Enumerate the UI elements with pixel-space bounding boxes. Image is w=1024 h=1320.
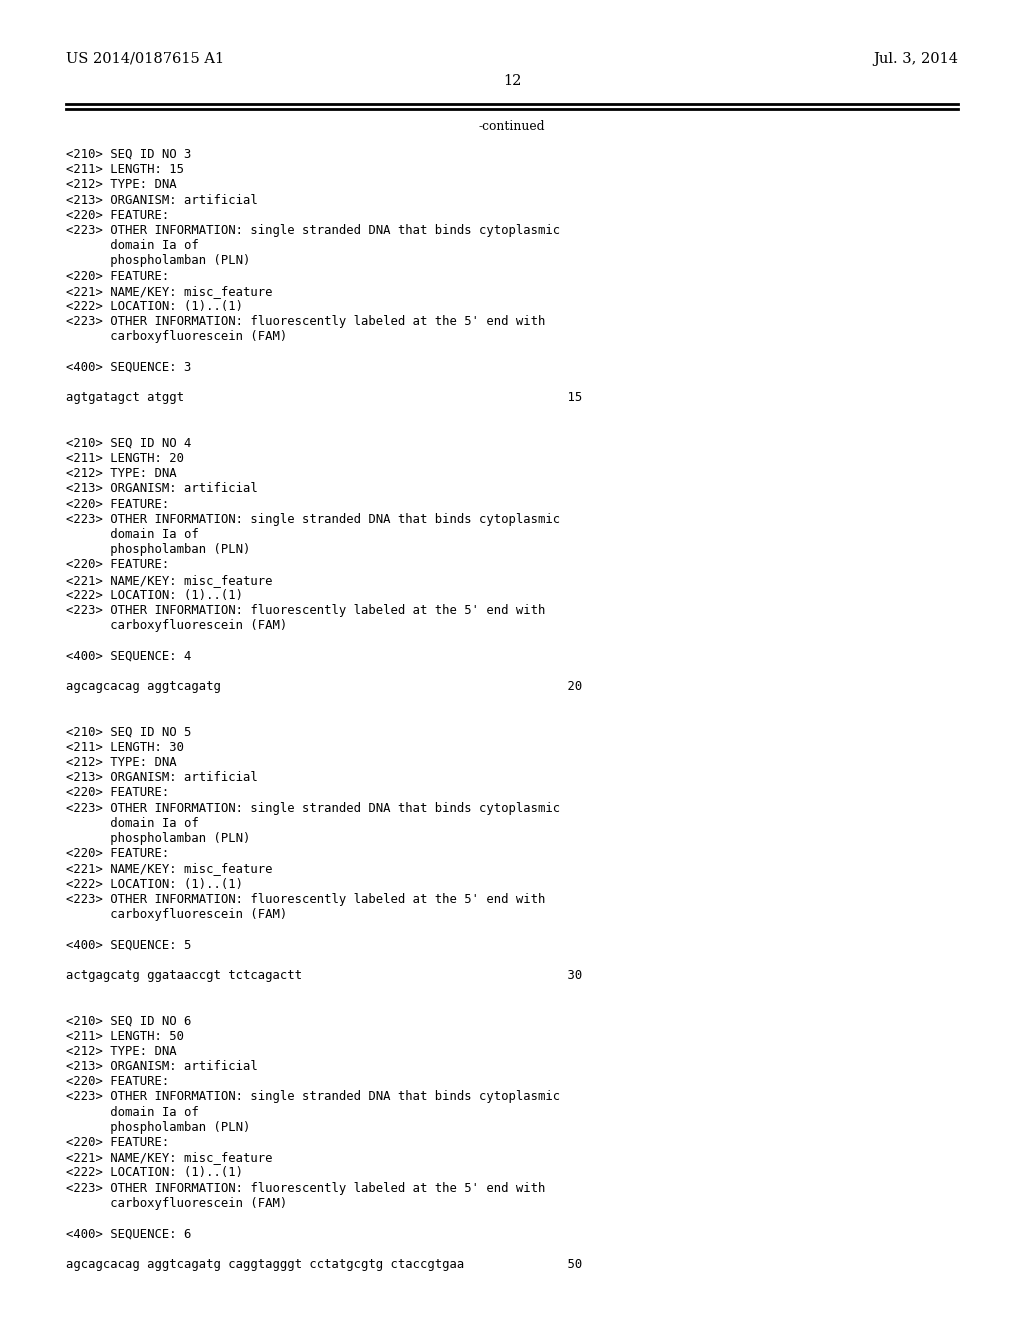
- Text: <213> ORGANISM: artificial: <213> ORGANISM: artificial: [66, 1060, 258, 1073]
- Text: phospholamban (PLN): phospholamban (PLN): [66, 832, 251, 845]
- Text: <222> LOCATION: (1)..(1): <222> LOCATION: (1)..(1): [66, 589, 243, 602]
- Text: <400> SEQUENCE: 6: <400> SEQUENCE: 6: [66, 1228, 191, 1241]
- Text: actgagcatg ggataaccgt tctcagactt                                    30: actgagcatg ggataaccgt tctcagactt 30: [66, 969, 583, 982]
- Text: <220> FEATURE:: <220> FEATURE:: [66, 269, 169, 282]
- Text: carboxyfluorescein (FAM): carboxyfluorescein (FAM): [66, 619, 288, 632]
- Text: US 2014/0187615 A1: US 2014/0187615 A1: [66, 51, 224, 66]
- Text: <212> TYPE: DNA: <212> TYPE: DNA: [66, 756, 176, 770]
- Text: domain Ia of: domain Ia of: [66, 1106, 199, 1118]
- Text: <220> FEATURE:: <220> FEATURE:: [66, 1137, 169, 1148]
- Text: 12: 12: [503, 74, 521, 88]
- Text: <400> SEQUENCE: 3: <400> SEQUENCE: 3: [66, 360, 191, 374]
- Text: <221> NAME/KEY: misc_feature: <221> NAME/KEY: misc_feature: [66, 285, 272, 298]
- Text: <210> SEQ ID NO 5: <210> SEQ ID NO 5: [66, 726, 191, 739]
- Text: <212> TYPE: DNA: <212> TYPE: DNA: [66, 467, 176, 480]
- Text: phospholamban (PLN): phospholamban (PLN): [66, 1121, 251, 1134]
- Text: carboxyfluorescein (FAM): carboxyfluorescein (FAM): [66, 330, 288, 343]
- Text: <212> TYPE: DNA: <212> TYPE: DNA: [66, 1045, 176, 1057]
- Text: <222> LOCATION: (1)..(1): <222> LOCATION: (1)..(1): [66, 300, 243, 313]
- Text: <223> OTHER INFORMATION: single stranded DNA that binds cytoplasmic: <223> OTHER INFORMATION: single stranded…: [66, 512, 560, 525]
- Text: <221> NAME/KEY: misc_feature: <221> NAME/KEY: misc_feature: [66, 862, 272, 875]
- Text: agtgatagct atggt                                                    15: agtgatagct atggt 15: [66, 391, 583, 404]
- Text: <221> NAME/KEY: misc_feature: <221> NAME/KEY: misc_feature: [66, 1151, 272, 1164]
- Text: <222> LOCATION: (1)..(1): <222> LOCATION: (1)..(1): [66, 878, 243, 891]
- Text: agcagcacag aggtcagatg caggtagggt cctatgcgtg ctaccgtgaa              50: agcagcacag aggtcagatg caggtagggt cctatgc…: [66, 1258, 583, 1271]
- Text: Jul. 3, 2014: Jul. 3, 2014: [873, 51, 958, 66]
- Text: domain Ia of: domain Ia of: [66, 528, 199, 541]
- Text: phospholamban (PLN): phospholamban (PLN): [66, 544, 251, 556]
- Text: <222> LOCATION: (1)..(1): <222> LOCATION: (1)..(1): [66, 1167, 243, 1179]
- Text: <223> OTHER INFORMATION: fluorescently labeled at the 5' end with: <223> OTHER INFORMATION: fluorescently l…: [66, 315, 546, 329]
- Text: <213> ORGANISM: artificial: <213> ORGANISM: artificial: [66, 194, 258, 207]
- Text: <211> LENGTH: 50: <211> LENGTH: 50: [66, 1030, 184, 1043]
- Text: <211> LENGTH: 30: <211> LENGTH: 30: [66, 741, 184, 754]
- Text: <223> OTHER INFORMATION: fluorescently labeled at the 5' end with: <223> OTHER INFORMATION: fluorescently l…: [66, 605, 546, 616]
- Text: domain Ia of: domain Ia of: [66, 239, 199, 252]
- Text: <213> ORGANISM: artificial: <213> ORGANISM: artificial: [66, 771, 258, 784]
- Text: <220> FEATURE:: <220> FEATURE:: [66, 1076, 169, 1088]
- Text: <210> SEQ ID NO 6: <210> SEQ ID NO 6: [66, 1014, 191, 1027]
- Text: domain Ia of: domain Ia of: [66, 817, 199, 830]
- Text: <400> SEQUENCE: 4: <400> SEQUENCE: 4: [66, 649, 191, 663]
- Text: carboxyfluorescein (FAM): carboxyfluorescein (FAM): [66, 908, 288, 921]
- Text: agcagcacag aggtcagatg                                               20: agcagcacag aggtcagatg 20: [66, 680, 583, 693]
- Text: <223> OTHER INFORMATION: fluorescently labeled at the 5' end with: <223> OTHER INFORMATION: fluorescently l…: [66, 1181, 546, 1195]
- Text: <220> FEATURE:: <220> FEATURE:: [66, 209, 169, 222]
- Text: <223> OTHER INFORMATION: single stranded DNA that binds cytoplasmic: <223> OTHER INFORMATION: single stranded…: [66, 801, 560, 814]
- Text: -continued: -continued: [479, 120, 545, 133]
- Text: <220> FEATURE:: <220> FEATURE:: [66, 787, 169, 800]
- Text: phospholamban (PLN): phospholamban (PLN): [66, 255, 251, 268]
- Text: <211> LENGTH: 15: <211> LENGTH: 15: [66, 164, 184, 176]
- Text: <210> SEQ ID NO 4: <210> SEQ ID NO 4: [66, 437, 191, 450]
- Text: carboxyfluorescein (FAM): carboxyfluorescein (FAM): [66, 1197, 288, 1210]
- Text: <212> TYPE: DNA: <212> TYPE: DNA: [66, 178, 176, 191]
- Text: <211> LENGTH: 20: <211> LENGTH: 20: [66, 451, 184, 465]
- Text: <223> OTHER INFORMATION: single stranded DNA that binds cytoplasmic: <223> OTHER INFORMATION: single stranded…: [66, 1090, 560, 1104]
- Text: <223> OTHER INFORMATION: single stranded DNA that binds cytoplasmic: <223> OTHER INFORMATION: single stranded…: [66, 224, 560, 238]
- Text: <220> FEATURE:: <220> FEATURE:: [66, 558, 169, 572]
- Text: <220> FEATURE:: <220> FEATURE:: [66, 498, 169, 511]
- Text: <400> SEQUENCE: 5: <400> SEQUENCE: 5: [66, 939, 191, 952]
- Text: <210> SEQ ID NO 3: <210> SEQ ID NO 3: [66, 148, 191, 161]
- Text: <223> OTHER INFORMATION: fluorescently labeled at the 5' end with: <223> OTHER INFORMATION: fluorescently l…: [66, 892, 546, 906]
- Text: <213> ORGANISM: artificial: <213> ORGANISM: artificial: [66, 482, 258, 495]
- Text: <220> FEATURE:: <220> FEATURE:: [66, 847, 169, 861]
- Text: <221> NAME/KEY: misc_feature: <221> NAME/KEY: misc_feature: [66, 574, 272, 586]
